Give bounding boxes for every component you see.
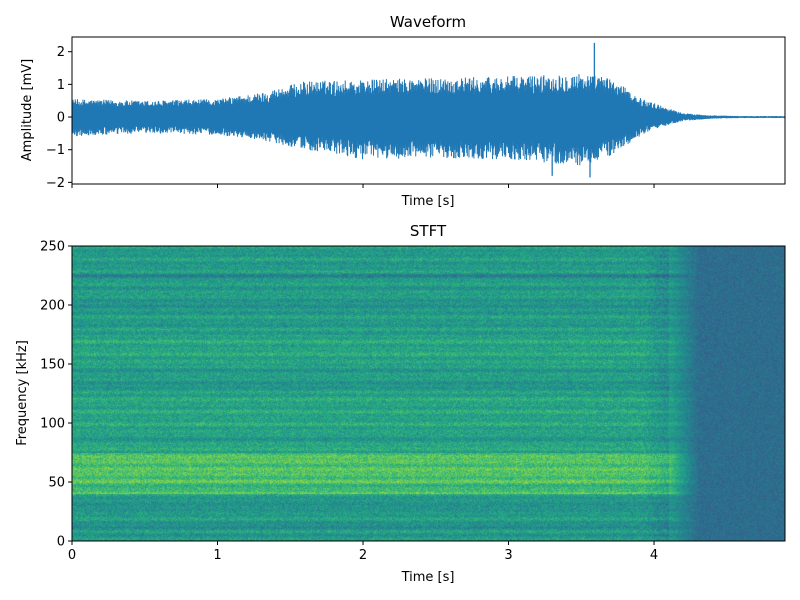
waveform-panel: Waveform −2 −1 0 1 2 Time [s] Amplitude [mV] bbox=[20, 13, 786, 209]
waveform-ytick-label: 0 bbox=[57, 111, 65, 126]
waveform-ytick-label: 1 bbox=[57, 78, 65, 93]
waveform-ytick-label: −2 bbox=[46, 176, 65, 191]
waveform-xlabel: Time [s] bbox=[401, 194, 455, 209]
stft-xtick-label: 2 bbox=[359, 548, 367, 563]
stft-y-ticks: 0 50 100 150 200 250 bbox=[40, 240, 72, 550]
waveform-plot-area bbox=[72, 42, 785, 178]
stft-xtick-label: 3 bbox=[504, 548, 512, 563]
waveform-axes-frame bbox=[71, 36, 786, 185]
waveform-x-ticks bbox=[71, 184, 655, 188]
stft-xtick-label: 1 bbox=[213, 548, 221, 563]
stft-xtick-label: 0 bbox=[68, 548, 76, 563]
stft-axes-frame bbox=[71, 245, 786, 542]
stft-ytick-label: 250 bbox=[40, 240, 65, 255]
stft-xlabel: Time [s] bbox=[401, 570, 455, 585]
stft-xtick-label: 4 bbox=[650, 548, 658, 563]
stft-heatmap bbox=[72, 246, 785, 541]
waveform-ytick-label: −1 bbox=[46, 143, 65, 158]
waveform-ytick-label: 2 bbox=[57, 45, 65, 60]
stft-ytick-label: 200 bbox=[40, 299, 65, 314]
stft-title: STFT bbox=[410, 222, 447, 240]
stft-ytick-label: 0 bbox=[57, 535, 65, 550]
stft-ytick-label: 150 bbox=[40, 358, 65, 373]
stft-ylabel: Frequency [kHz] bbox=[15, 340, 30, 446]
stft-x-ticks: 0 1 2 3 4 bbox=[68, 541, 658, 563]
stft-panel: STFT 0 50 100 150 200 250 0 1 2 3 4 Time [s] Freq… bbox=[15, 222, 786, 585]
waveform-ylabel: Amplitude [mV] bbox=[20, 59, 35, 161]
waveform-series-line bbox=[72, 74, 785, 166]
waveform-title: Waveform bbox=[390, 13, 466, 31]
waveform-y-ticks: −2 −1 0 1 2 bbox=[46, 45, 72, 191]
stft-ytick-label: 100 bbox=[40, 417, 65, 432]
stft-ytick-label: 50 bbox=[48, 476, 65, 491]
